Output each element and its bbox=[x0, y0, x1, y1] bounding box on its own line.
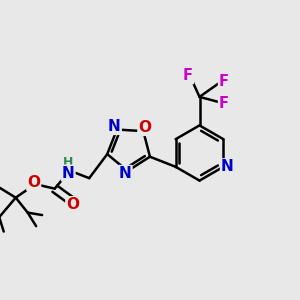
Text: N: N bbox=[108, 119, 121, 134]
Text: H: H bbox=[63, 156, 74, 169]
Text: N: N bbox=[119, 166, 132, 181]
Text: N: N bbox=[62, 166, 75, 181]
Text: F: F bbox=[219, 96, 229, 111]
Text: O: O bbox=[66, 197, 79, 212]
Text: F: F bbox=[219, 74, 229, 88]
Text: O: O bbox=[27, 175, 40, 190]
Text: F: F bbox=[183, 68, 193, 83]
Text: N: N bbox=[221, 159, 234, 174]
Text: O: O bbox=[138, 120, 151, 135]
